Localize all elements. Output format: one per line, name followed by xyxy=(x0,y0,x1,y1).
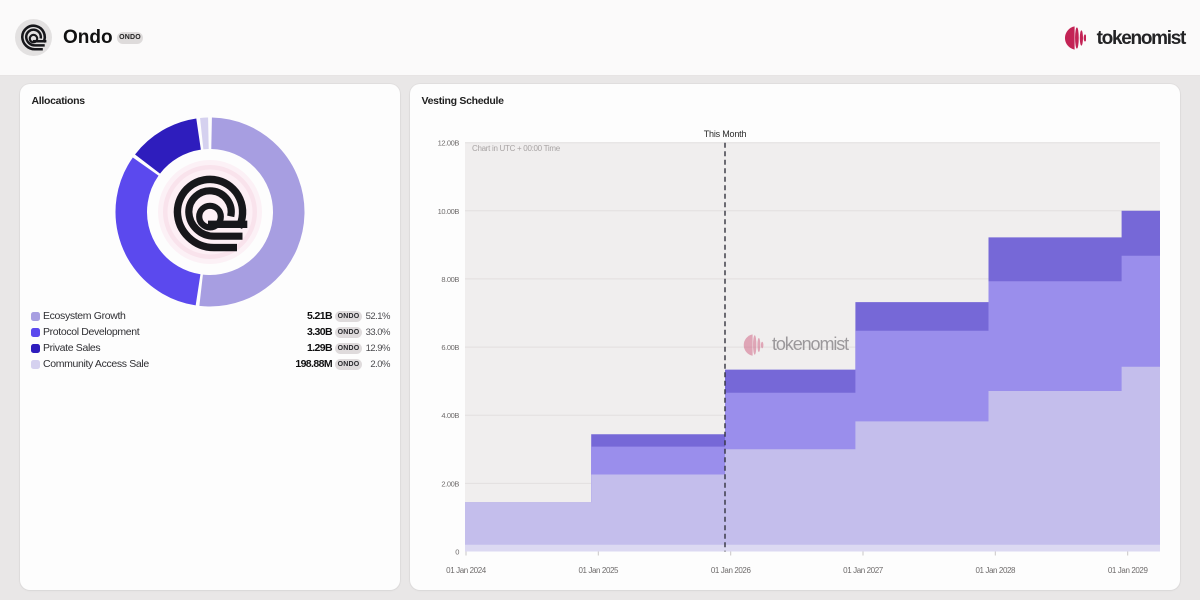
svg-text:2.00B: 2.00B xyxy=(441,479,459,488)
svg-text:8.00B: 8.00B xyxy=(441,275,459,284)
svg-text:01 Jan 2025: 01 Jan 2025 xyxy=(578,566,619,575)
svg-text:01 Jan 2026: 01 Jan 2026 xyxy=(711,566,752,575)
svg-text:01 Jan 2029: 01 Jan 2029 xyxy=(1108,566,1149,575)
svg-text:4.00B: 4.00B xyxy=(441,411,459,420)
svg-text:10.00B: 10.00B xyxy=(438,207,460,216)
svg-text:01 Jan 2027: 01 Jan 2027 xyxy=(843,566,884,575)
svg-text:0: 0 xyxy=(455,548,459,557)
svg-text:6.00B: 6.00B xyxy=(441,343,459,352)
svg-text:01 Jan 2028: 01 Jan 2028 xyxy=(975,566,1016,575)
svg-text:12.00B: 12.00B xyxy=(438,139,460,148)
svg-text:01 Jan 2024: 01 Jan 2024 xyxy=(446,566,487,575)
